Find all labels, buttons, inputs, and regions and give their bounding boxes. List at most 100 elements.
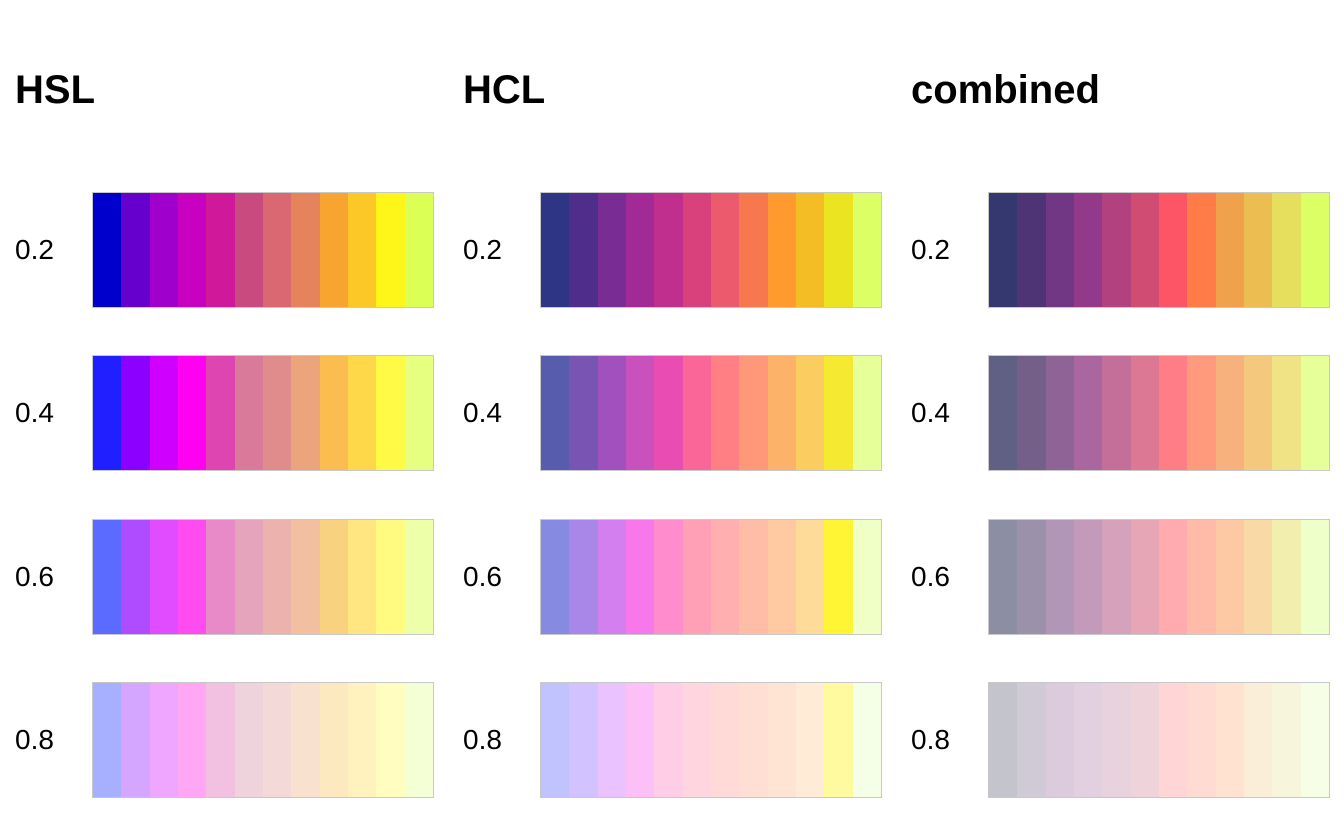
color-swatch: [597, 193, 626, 307]
color-swatch: [206, 683, 235, 797]
color-swatch: [1187, 356, 1216, 470]
color-swatch: [852, 356, 881, 470]
color-swatch: [1130, 356, 1159, 470]
color-swatch: [852, 193, 881, 307]
color-swatch: [1215, 683, 1244, 797]
color-swatch: [1130, 520, 1159, 634]
color-swatch: [1017, 356, 1046, 470]
color-swatch: [1102, 520, 1131, 634]
row-label: 0.2: [463, 234, 502, 265]
color-swatch: [989, 520, 1018, 634]
color-swatch: [654, 356, 683, 470]
color-swatch: [121, 356, 150, 470]
color-swatch: [149, 356, 178, 470]
color-swatch: [1045, 193, 1074, 307]
color-swatch: [1073, 356, 1103, 470]
color-swatch: [1045, 683, 1074, 797]
panel-hcl: HCL 0.2 0.4 0.6 0.8: [448, 0, 896, 830]
color-swatch: [625, 683, 655, 797]
color-swatch: [767, 193, 796, 307]
color-swatch: [1017, 520, 1046, 634]
color-swatch: [1272, 683, 1301, 797]
color-swatch: [149, 193, 178, 307]
color-swatch: [93, 683, 122, 797]
color-swatch: [1158, 683, 1188, 797]
color-swatch: [1158, 356, 1188, 470]
color-swatch: [1187, 520, 1216, 634]
color-swatch: [654, 520, 683, 634]
swatch-bar: [540, 682, 882, 798]
color-swatch: [1102, 683, 1131, 797]
color-swatch: [347, 683, 377, 797]
color-swatch: [1102, 193, 1131, 307]
swatch-bar: [988, 682, 1330, 798]
color-swatch: [1272, 356, 1301, 470]
row-label: 0.4: [15, 397, 54, 428]
color-swatch: [1243, 683, 1273, 797]
row-label: 0.6: [911, 561, 950, 592]
row-label: 0.2: [911, 234, 950, 265]
palette-row: 0.2: [0, 192, 448, 308]
color-swatch: [1158, 193, 1188, 307]
swatch-bar: [92, 519, 434, 635]
color-swatch: [1243, 356, 1273, 470]
swatch-bar: [540, 355, 882, 471]
panel-title: HSL: [15, 68, 95, 112]
color-swatch: [234, 356, 263, 470]
row-label: 0.6: [463, 561, 502, 592]
color-swatch: [1215, 193, 1244, 307]
color-swatch: [206, 193, 235, 307]
color-swatch: [234, 520, 263, 634]
color-swatch: [291, 193, 320, 307]
row-label: 0.2: [15, 234, 54, 265]
color-swatch: [541, 683, 570, 797]
swatch-bar: [988, 519, 1330, 635]
color-swatch: [206, 520, 235, 634]
swatch-bar: [988, 355, 1330, 471]
color-swatch: [1073, 193, 1103, 307]
color-swatch: [1017, 193, 1046, 307]
color-swatch: [1300, 356, 1329, 470]
color-swatch: [597, 683, 626, 797]
color-swatch: [1243, 520, 1273, 634]
color-swatch: [710, 356, 740, 470]
palette-row: 0.8: [896, 682, 1344, 798]
color-swatch: [767, 520, 796, 634]
color-swatch: [989, 683, 1018, 797]
color-swatch: [1187, 193, 1216, 307]
color-swatch: [262, 193, 292, 307]
palette-row: 0.6: [896, 519, 1344, 635]
color-swatch: [1243, 193, 1273, 307]
swatch-bar: [540, 192, 882, 308]
palette-row: 0.4: [448, 355, 896, 471]
color-swatch: [121, 520, 150, 634]
color-swatch: [177, 520, 207, 634]
color-swatch: [682, 683, 711, 797]
color-swatch: [541, 520, 570, 634]
panel-title: HCL: [463, 68, 546, 112]
color-swatch: [404, 193, 433, 307]
color-swatch: [795, 520, 825, 634]
color-swatch: [149, 520, 178, 634]
color-swatch: [177, 356, 207, 470]
color-swatch: [376, 356, 405, 470]
palette-row: 0.2: [448, 192, 896, 308]
panel-title: combined: [911, 68, 1100, 112]
color-swatch: [597, 520, 626, 634]
color-swatch: [739, 520, 768, 634]
palette-row: 0.4: [0, 355, 448, 471]
color-swatch: [262, 356, 292, 470]
color-swatch: [177, 193, 207, 307]
color-swatch: [541, 193, 570, 307]
color-swatch: [93, 356, 122, 470]
color-swatch: [795, 683, 825, 797]
row-label: 0.8: [911, 724, 950, 755]
color-swatch: [625, 356, 655, 470]
color-swatch: [1130, 683, 1159, 797]
panel-hsl: HSL 0.2 0.4 0.6 0.8: [0, 0, 448, 830]
color-swatch: [291, 683, 320, 797]
palette-row: 0.8: [448, 682, 896, 798]
color-swatch: [1300, 683, 1329, 797]
color-swatch: [1215, 520, 1244, 634]
color-swatch: [824, 683, 853, 797]
